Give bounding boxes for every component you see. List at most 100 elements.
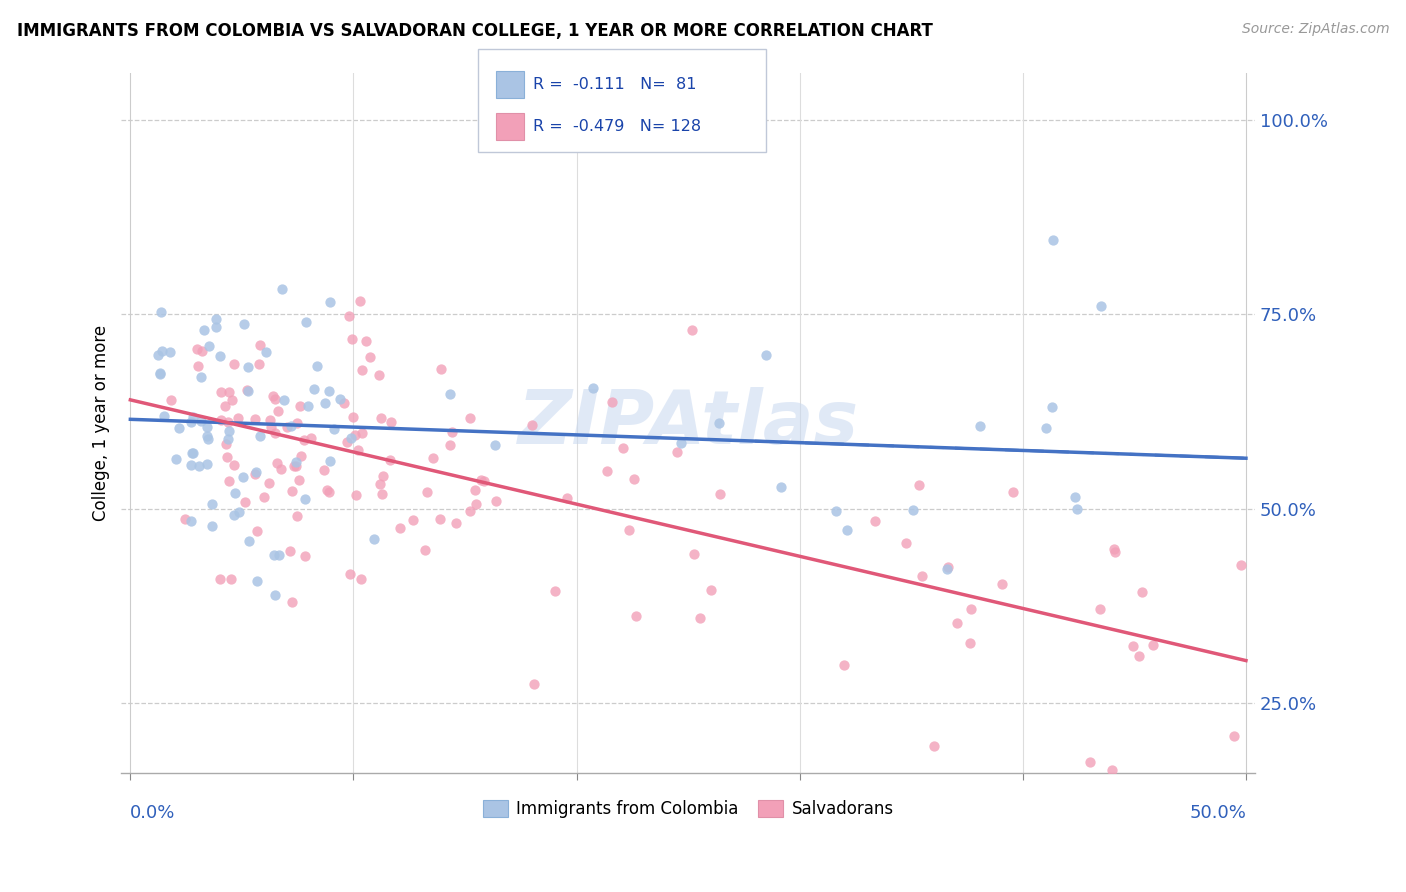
Point [329, 392, 352, 406]
Point [700, 583, 723, 598]
Point [342, 410, 364, 425]
Point [318, 485, 340, 500]
Point [1104, 545, 1126, 559]
Point [1040, 401, 1063, 415]
Point [167, 420, 190, 434]
Point [259, 413, 281, 427]
Point [287, 417, 309, 431]
Point [271, 282, 294, 296]
Point [834, 658, 856, 673]
Point [217, 450, 239, 464]
Point [1064, 491, 1087, 505]
Point [236, 360, 259, 375]
Point [429, 512, 451, 526]
Point [288, 400, 311, 414]
Point [922, 739, 945, 754]
Point [276, 420, 298, 434]
Point [221, 572, 243, 586]
Point [1122, 639, 1144, 653]
Point [187, 359, 209, 373]
Point [901, 503, 924, 517]
Point [416, 485, 439, 500]
Point [1090, 300, 1112, 314]
Point [160, 393, 183, 408]
Point [152, 409, 174, 423]
Text: R =  -0.479   N= 128: R = -0.479 N= 128 [533, 119, 702, 134]
Point [464, 483, 486, 497]
Point [318, 295, 340, 310]
Point [344, 488, 367, 502]
Text: 0.0%: 0.0% [131, 804, 176, 822]
Point [323, 422, 346, 436]
Point [290, 450, 312, 464]
Point [236, 384, 259, 398]
Point [292, 433, 315, 447]
Point [214, 399, 236, 413]
Point [769, 480, 792, 494]
Text: 50.0%: 50.0% [1189, 804, 1246, 822]
Point [340, 332, 363, 346]
Point [149, 366, 172, 380]
Point [149, 305, 172, 319]
Point [233, 317, 256, 331]
Point [863, 514, 886, 528]
Point [263, 548, 285, 562]
Point [1078, 755, 1101, 769]
Point [280, 419, 302, 434]
Point [600, 395, 623, 409]
Point [441, 425, 464, 439]
Point [316, 483, 339, 498]
Point [458, 504, 481, 518]
Point [222, 458, 245, 473]
Point [689, 611, 711, 625]
Point [959, 636, 981, 650]
Point [380, 453, 402, 467]
Point [470, 473, 492, 487]
Point [623, 472, 645, 486]
Point [352, 362, 374, 376]
Point [205, 312, 228, 326]
Point [363, 532, 385, 546]
Point [233, 495, 256, 509]
Point [709, 487, 731, 501]
Point [472, 475, 495, 489]
Point [1128, 649, 1150, 664]
Point [352, 425, 374, 440]
Point [340, 431, 363, 445]
Point [246, 524, 269, 539]
Point [253, 491, 276, 505]
Point [413, 543, 436, 558]
Point [422, 451, 444, 466]
Point [824, 504, 846, 518]
Point [302, 382, 325, 396]
Point [266, 456, 288, 470]
Point [204, 320, 226, 334]
Point [665, 445, 688, 459]
Point [201, 497, 224, 511]
Point [224, 486, 246, 500]
Point [464, 497, 486, 511]
Point [246, 574, 269, 588]
Point [337, 309, 360, 323]
Point [336, 434, 359, 449]
Point [333, 395, 356, 409]
Point [959, 601, 981, 615]
Point [260, 420, 283, 434]
Point [267, 403, 290, 417]
Point [380, 416, 402, 430]
Point [238, 533, 260, 548]
Point [226, 411, 249, 425]
Point [190, 370, 212, 384]
Text: R =  -0.111   N=  81: R = -0.111 N= 81 [533, 77, 696, 92]
Text: IMMIGRANTS FROM COLOMBIA VS SALVADORAN COLLEGE, 1 YEAR OR MORE CORRELATION CHART: IMMIGRANTS FROM COLOMBIA VS SALVADORAN C… [17, 22, 932, 40]
Point [297, 400, 319, 414]
Point [257, 475, 280, 490]
Point [339, 567, 361, 582]
Point [218, 424, 240, 438]
Point [347, 442, 370, 457]
Point [837, 523, 859, 537]
Point [318, 384, 340, 399]
Point [402, 513, 425, 527]
Point [755, 348, 778, 362]
Point [946, 616, 969, 631]
